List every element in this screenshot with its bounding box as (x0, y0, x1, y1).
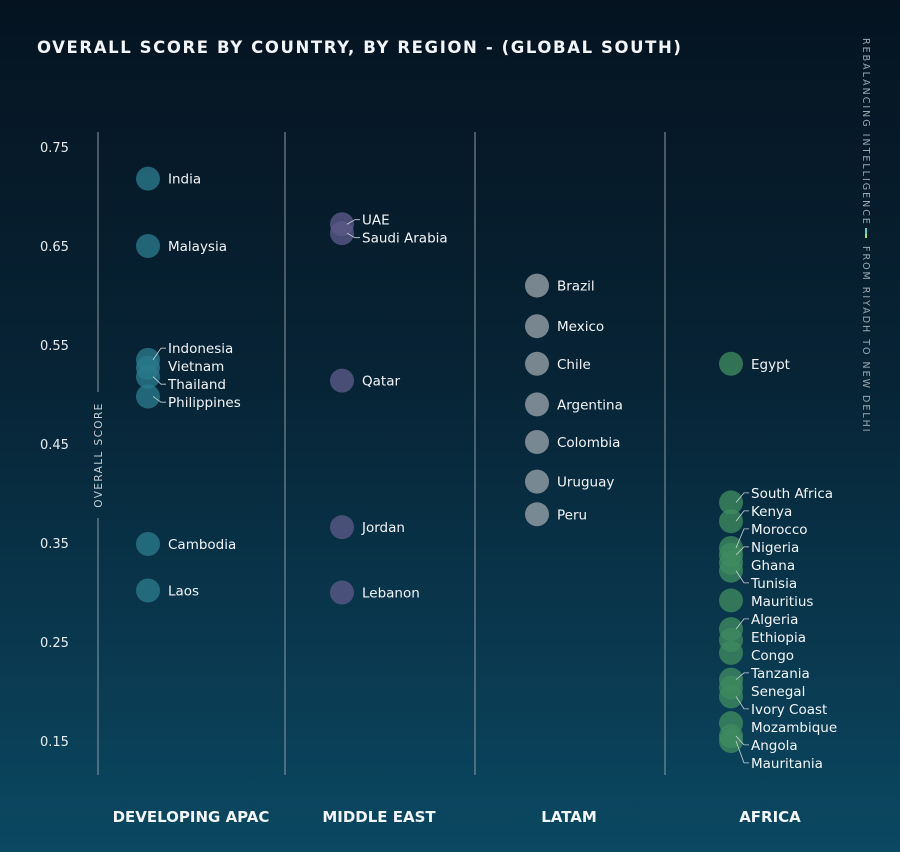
point-label: Lebanon (362, 586, 420, 602)
point-label: Qatar (362, 374, 400, 390)
leader-line (346, 232, 360, 239)
y-tick-label: 0.55 (40, 339, 69, 354)
data-point-lebanon (330, 580, 354, 605)
point-label: Thailand (167, 377, 226, 393)
leader-line (735, 672, 749, 680)
point-label: Argentina (557, 397, 623, 413)
data-point-philippines (136, 384, 160, 409)
leader-line (735, 546, 749, 556)
side-text: FROM RIYADH TO NEW DELHI (860, 246, 871, 434)
leader-line (735, 528, 749, 549)
point-label: Chile (557, 357, 591, 373)
data-point-ivory-coast (719, 684, 743, 709)
point-label: Jordan (361, 520, 405, 536)
point-label: Colombia (557, 435, 620, 451)
data-point-mauritius (719, 588, 743, 613)
point-label: Cambodia (168, 537, 236, 553)
data-point-colombia (525, 430, 549, 455)
point-label: Egypt (751, 357, 790, 373)
leader-line (152, 396, 166, 403)
point-label: Ethiopia (751, 630, 806, 646)
leader-line (735, 618, 749, 630)
point-label: Nigeria (751, 540, 799, 556)
point-label: Tanzania (750, 666, 810, 682)
point-label: Malaysia (168, 239, 227, 255)
data-point-mexico (525, 314, 549, 339)
chart-title: OVERALL SCORE BY COUNTRY, BY REGION - (G… (37, 38, 683, 57)
data-point-thailand (136, 364, 160, 389)
data-point-laos (136, 578, 160, 603)
point-label: Ghana (751, 558, 795, 574)
point-label: Morocco (751, 522, 808, 538)
point-label: Mozambique (751, 720, 837, 736)
point-label: Vietnam (168, 359, 224, 375)
region-label: MIDDLE EAST (322, 808, 436, 826)
leader-line (735, 696, 749, 710)
leader-line (346, 219, 360, 225)
y-tick-label: 0.15 (40, 735, 69, 750)
leader-line (735, 492, 749, 503)
y-tick-label: 0.75 (40, 141, 69, 156)
y-tick-label: 0.25 (40, 636, 69, 651)
point-label: Brazil (557, 279, 595, 295)
point-label: Kenya (751, 504, 792, 520)
side-text: REBALANCING INTELLIGENCE (860, 38, 871, 226)
leader-line (152, 376, 166, 385)
data-point-india (136, 166, 160, 191)
point-label: Indonesia (168, 341, 233, 357)
data-point-uruguay (525, 469, 549, 494)
data-point-tunisia (719, 558, 743, 583)
leader-line (735, 510, 749, 522)
y-tick-label: 0.45 (40, 438, 69, 453)
y-axis-label: OVERALL SCORE (93, 402, 105, 507)
point-label: Philippines (168, 395, 241, 411)
point-label: Angola (751, 738, 798, 754)
data-point-chile (525, 351, 549, 376)
point-label: Algeria (751, 612, 798, 628)
y-tick-label: 0.35 (40, 537, 69, 552)
leader-line (152, 347, 166, 361)
leader-line (735, 735, 749, 746)
data-point-egypt (719, 351, 743, 376)
point-label: Tunisia (750, 576, 797, 592)
data-point-jordan (330, 515, 354, 540)
data-point-cambodia (136, 531, 160, 556)
region-label: DEVELOPING APAC (113, 808, 270, 826)
point-label: Mexico (557, 319, 604, 335)
data-point-mauritania (719, 729, 743, 753)
data-point-malaysia (136, 234, 160, 258)
point-label: Mauritius (751, 594, 813, 610)
point-label: Congo (751, 648, 794, 664)
data-point-saudi-arabia (330, 221, 354, 246)
point-label: Ivory Coast (751, 702, 827, 718)
point-label: Senegal (751, 684, 805, 700)
point-label: South Africa (751, 486, 833, 502)
data-point-brazil (525, 273, 549, 298)
point-label: UAE (362, 213, 390, 229)
data-point-south-africa (719, 490, 743, 515)
data-point-qatar (330, 368, 354, 393)
data-point-kenya (719, 509, 743, 534)
point-label: Peru (557, 507, 587, 523)
point-label: India (168, 172, 201, 188)
point-label: Mauritania (751, 756, 823, 772)
leader-line (735, 570, 749, 584)
point-label: Laos (168, 584, 199, 600)
point-label: Saudi Arabia (362, 231, 448, 247)
data-point-congo (719, 640, 743, 665)
leader-line (735, 740, 749, 764)
region-label: LATAM (541, 808, 597, 826)
region-label: AFRICA (739, 808, 801, 826)
point-label: Uruguay (557, 475, 614, 491)
data-point-argentina (525, 392, 549, 417)
y-tick-label: 0.65 (40, 240, 69, 255)
data-point-peru (525, 502, 549, 527)
